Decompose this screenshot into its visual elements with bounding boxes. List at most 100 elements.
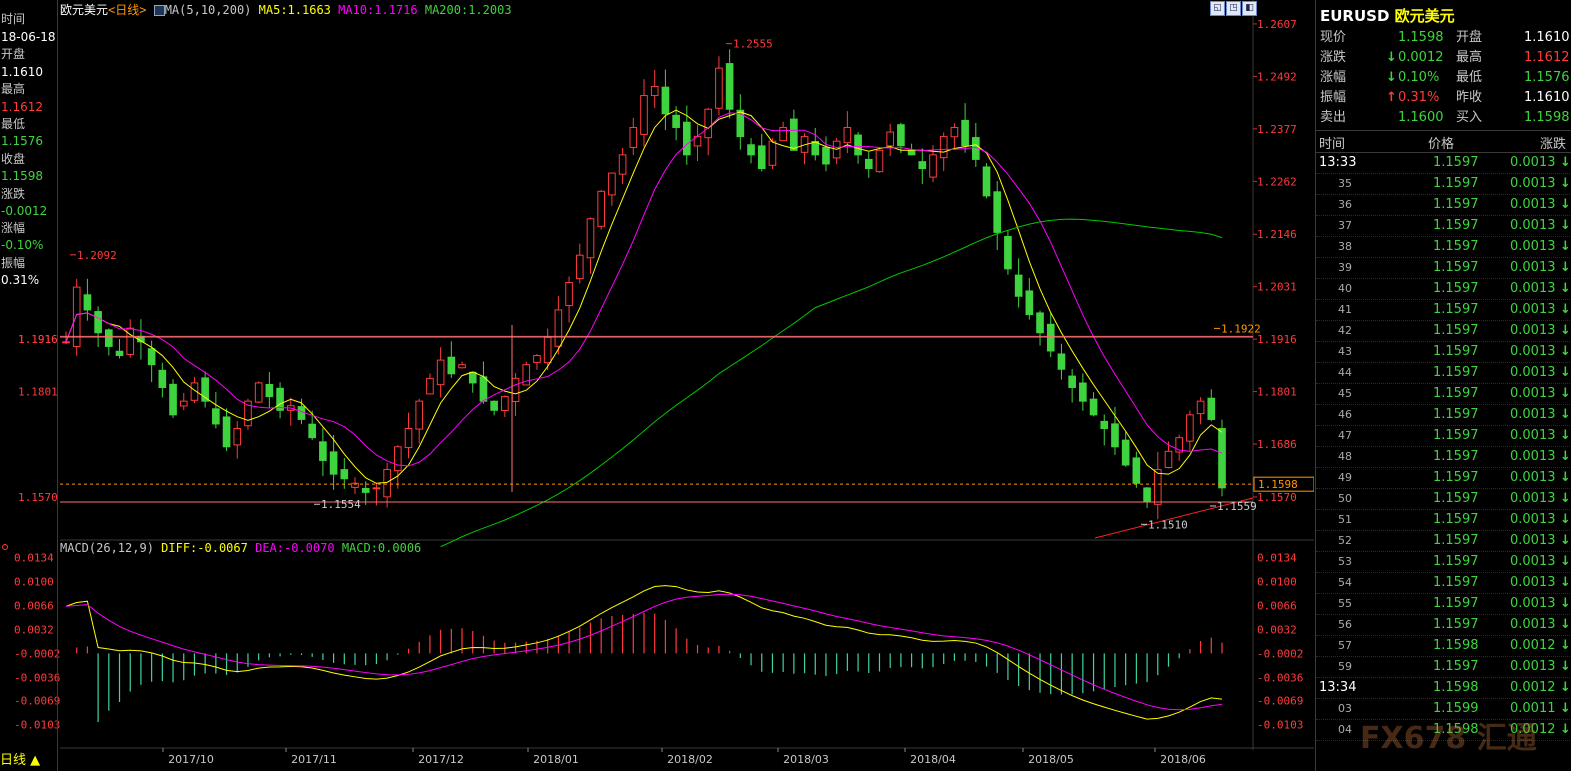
restore-icon[interactable]: ◱ bbox=[1210, 1, 1225, 16]
tick-time: 50 bbox=[1338, 492, 1352, 505]
tick-price: 1.1597 bbox=[1433, 575, 1479, 590]
candle-body bbox=[1111, 423, 1119, 448]
tick-row: 53 1.1597 0.0013 ↓ bbox=[1316, 551, 1571, 573]
arrow-down-icon: ↓ bbox=[1560, 281, 1571, 296]
candle-body bbox=[1004, 235, 1012, 270]
period-tab[interactable]: 日线 ▲ bbox=[0, 753, 41, 768]
tick-change: 0.0013 bbox=[1510, 596, 1556, 611]
tick-change: 0.0013 bbox=[1510, 239, 1556, 254]
high-label: 最高 bbox=[1, 82, 26, 96]
tick-price: 1.1597 bbox=[1433, 176, 1479, 191]
candle-body bbox=[725, 63, 734, 110]
change-label: 涨跌 bbox=[1, 187, 26, 201]
tick-change: 0.0012 bbox=[1510, 680, 1556, 695]
tick-time: 47 bbox=[1338, 429, 1352, 442]
arrow-down-icon: ↓ bbox=[1560, 701, 1571, 716]
ma10-value: MA10:1.1716 bbox=[338, 3, 418, 17]
macd-y-tick-left: 0.0066 bbox=[14, 600, 54, 613]
candle-body bbox=[929, 154, 937, 178]
y-tick-label-right: 1.2377 bbox=[1257, 123, 1297, 136]
macd-y-tick-left: -0.0002 bbox=[14, 647, 60, 660]
candle-body bbox=[158, 369, 167, 388]
candle-body bbox=[629, 126, 638, 148]
candle-body bbox=[1068, 375, 1076, 388]
tick-time: 46 bbox=[1338, 408, 1352, 421]
price-annotation: 1.2555 bbox=[733, 38, 773, 51]
period-label[interactable]: <日线> bbox=[108, 3, 147, 17]
trend-line bbox=[1094, 497, 1254, 539]
candle-body bbox=[244, 400, 252, 427]
arrow-down-icon: ↓ bbox=[1560, 344, 1571, 359]
tick-row: 35 1.1597 0.0013 ↓ bbox=[1316, 173, 1571, 195]
tick-change: 0.0013 bbox=[1510, 428, 1556, 443]
tick-price: 1.1597 bbox=[1433, 554, 1479, 569]
maximize-icon[interactable]: ◳ bbox=[1226, 1, 1241, 16]
quote-row: 现价 1.1598 开盘 1.1610 bbox=[1320, 28, 1570, 48]
macd-label[interactable]: MACD(26,12,9) bbox=[60, 541, 154, 555]
candle-body bbox=[608, 172, 616, 196]
quote-value: 1.1600 bbox=[1398, 110, 1444, 125]
candle-body bbox=[768, 140, 777, 166]
tick-change: 0.0013 bbox=[1510, 554, 1556, 569]
ma-label[interactable]: MA(5,10,200) bbox=[164, 3, 252, 17]
macd-y-tick-left: -0.0069 bbox=[14, 695, 60, 708]
quote-label: 涨跌 bbox=[1320, 50, 1347, 65]
pct-label: 涨幅 bbox=[1, 221, 26, 235]
candle-body bbox=[661, 86, 670, 115]
candle-body bbox=[575, 254, 584, 280]
chart-canvas[interactable]: 1.2607 1.2492 1.2377 1.2262 1.2146 1.2031 1.19… bbox=[0, 0, 1314, 771]
tick-change: 0.0013 bbox=[1510, 176, 1556, 191]
quote-value: 0.0012 bbox=[1398, 50, 1444, 65]
candle-body bbox=[1143, 487, 1151, 503]
macd-y-tick-right: 0.0100 bbox=[1257, 576, 1297, 589]
candle-body bbox=[672, 114, 680, 128]
candle-body bbox=[993, 191, 1002, 233]
candle-body bbox=[950, 126, 959, 138]
candle-body bbox=[319, 441, 327, 461]
tick-row: 38 1.1597 0.0013 ↓ bbox=[1316, 236, 1571, 258]
price-annotation: 1.1554 bbox=[321, 498, 361, 511]
close-panel-icon[interactable]: ◧ bbox=[1242, 1, 1257, 16]
tick-change: 0.0013 bbox=[1510, 281, 1556, 296]
arrow-down-icon: ↓ bbox=[1560, 302, 1571, 317]
tick-price: 1.1597 bbox=[1433, 512, 1479, 527]
tick-change: 0.0013 bbox=[1510, 512, 1556, 527]
x-tick-label: 2017/10 bbox=[168, 753, 214, 766]
candle-body bbox=[843, 126, 852, 144]
tick-time: 57 bbox=[1338, 639, 1352, 652]
price-annotation: 1.1559 bbox=[1217, 500, 1257, 513]
tick-time: 52 bbox=[1338, 534, 1352, 547]
arrow-down-icon: ↓ bbox=[1560, 428, 1571, 443]
tick-row: 44 1.1597 0.0013 ↓ bbox=[1316, 362, 1571, 384]
candle-body bbox=[501, 396, 509, 411]
candle-body bbox=[329, 451, 338, 475]
tick-time: 04 bbox=[1338, 723, 1352, 736]
candle-body bbox=[618, 154, 627, 175]
tick-row: 47 1.1597 0.0013 ↓ bbox=[1316, 425, 1571, 447]
indicator-icon[interactable] bbox=[153, 5, 165, 16]
macd-y-tick-left: 0.0032 bbox=[14, 623, 54, 636]
candle-body bbox=[1164, 450, 1173, 468]
tick-change: 0.0013 bbox=[1510, 155, 1556, 170]
candle-body bbox=[1153, 469, 1162, 505]
symbol-name: 欧元美元 bbox=[60, 3, 109, 17]
tick-row: 52 1.1597 0.0013 ↓ bbox=[1316, 530, 1571, 552]
tick-time: 56 bbox=[1338, 618, 1352, 631]
ticks-header: 时间 价格 涨跌 bbox=[1316, 130, 1571, 153]
candle-body bbox=[361, 487, 370, 493]
tick-change: 0.0013 bbox=[1510, 449, 1556, 464]
ticks-change-header: 涨跌 bbox=[1540, 137, 1567, 152]
time-value: 18-06-18 bbox=[1, 30, 56, 44]
candle-body bbox=[468, 371, 477, 384]
amp-value: 0.31% bbox=[1, 273, 40, 287]
macd-y-tick-right: -0.0069 bbox=[1257, 695, 1303, 708]
tick-change: 0.0013 bbox=[1510, 344, 1556, 359]
candle-body bbox=[265, 384, 274, 398]
macd-y-tick-right: 0.0066 bbox=[1257, 600, 1297, 613]
quote-value: 1.1598 bbox=[1398, 30, 1444, 45]
candle-body bbox=[254, 382, 263, 403]
quote-label: 现价 bbox=[1320, 30, 1347, 45]
y-tick-label-right: 1.1570 bbox=[1257, 491, 1297, 504]
candle-body bbox=[1196, 400, 1205, 415]
arrow-up-icon: ↑ bbox=[1386, 90, 1397, 105]
